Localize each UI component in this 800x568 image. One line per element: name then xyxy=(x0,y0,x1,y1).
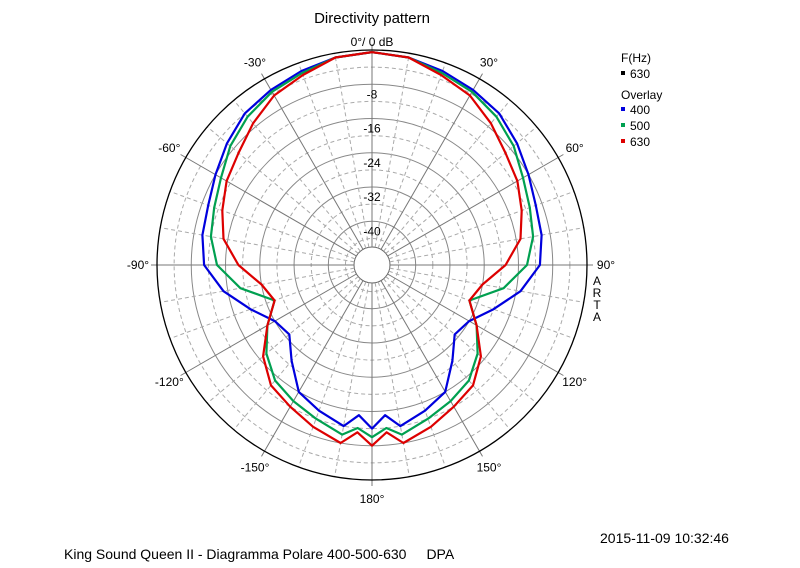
angle-tick-label: -120° xyxy=(155,375,184,389)
radial-tick-label: -24 xyxy=(363,156,381,170)
legend-item-label: 400 xyxy=(630,103,650,117)
grid-spoke-minor xyxy=(169,190,356,260)
grid-spoke-minor xyxy=(383,278,511,431)
grid-spoke-minor xyxy=(160,267,355,303)
grid-spoke-minor xyxy=(388,270,575,340)
legend-swatch-400 xyxy=(621,107,625,111)
footer-tag: DPA xyxy=(426,546,455,562)
legend-swatch-current xyxy=(621,71,625,75)
legend-swatch-500 xyxy=(621,123,625,127)
grid-spoke-minor xyxy=(374,282,410,477)
grid-spoke-minor xyxy=(233,99,361,252)
grid-spoke-major xyxy=(380,280,483,457)
legend-item-label: 630 xyxy=(630,135,650,149)
grid-spoke-minor xyxy=(206,126,359,254)
grid-spoke-minor xyxy=(160,227,355,263)
series-group xyxy=(201,51,543,447)
legend-current-label: 630 xyxy=(630,67,650,81)
axis-labels: 0°/ 0 dB -30° 30° -60° 60° -90° 90° -120° 120° -1… xyxy=(127,35,615,506)
grid-spoke-major xyxy=(387,154,564,257)
radial-tick-label: -40 xyxy=(363,224,381,238)
grid-spoke-minor xyxy=(383,99,511,252)
grid-spoke-minor xyxy=(385,126,538,254)
side-label-char: A xyxy=(593,310,601,324)
angle-tick-label: 150° xyxy=(477,461,502,475)
radial-tick-label: -16 xyxy=(363,122,381,136)
angle-tick-label: -30° xyxy=(244,55,266,69)
grid-spoke-minor xyxy=(377,62,447,249)
grid-spoke-minor xyxy=(389,227,584,263)
angle-tick-label: 120° xyxy=(562,375,587,389)
grid-ring-outer xyxy=(156,49,588,481)
series-line-500 xyxy=(209,51,535,439)
grid-ring-center xyxy=(353,246,391,284)
radial-tick-label: -8 xyxy=(367,87,378,101)
grid-spoke-minor xyxy=(389,267,584,303)
legend-heading: F(Hz) xyxy=(621,51,651,65)
legend-overlay-heading: Overlay xyxy=(621,88,662,102)
timestamp: 2015-11-09 10:32:46 xyxy=(600,530,729,546)
legend-item-label: 500 xyxy=(630,119,650,133)
angle-tick-label: 30° xyxy=(480,55,498,69)
angle-tick-label: -90° xyxy=(127,258,149,272)
grid-spoke-major xyxy=(180,154,357,257)
angle-tick-label: -60° xyxy=(158,141,180,155)
side-label-char: R xyxy=(593,286,602,300)
grid-spoke-major xyxy=(380,73,483,250)
grid-spoke-minor xyxy=(169,270,356,340)
side-label-char: A xyxy=(593,274,601,288)
grid-spoke-minor xyxy=(388,190,575,260)
angle-tick-label: 90° xyxy=(597,258,615,272)
grid-spoke-minor xyxy=(377,281,447,468)
grid-spoke-minor xyxy=(297,62,367,249)
series-line-400 xyxy=(201,51,543,430)
grid-spoke-minor xyxy=(233,278,361,431)
grid-spoke-minor xyxy=(385,276,538,404)
side-label-char: T xyxy=(593,298,601,312)
grid-spoke-major xyxy=(261,73,364,250)
angle-tick-label: 60° xyxy=(566,141,584,155)
radial-tick-label: -32 xyxy=(363,190,381,204)
grid-spoke-minor xyxy=(297,281,367,468)
grid-spoke-minor xyxy=(334,53,370,248)
angle-tick-label: 180° xyxy=(360,492,385,506)
grid-spoke-minor xyxy=(334,282,370,477)
footer-caption: King Sound Queen II - Diagramma Polare 4… xyxy=(64,546,407,562)
top-label: 0°/ 0 dB xyxy=(351,35,394,49)
legend-swatch-630 xyxy=(621,139,625,143)
angle-tick-label: -150° xyxy=(241,461,270,475)
grid-spoke-minor xyxy=(206,276,359,404)
footer-caption-row: King Sound Queen II - Diagramma Polare 4… xyxy=(64,546,474,562)
grid-spoke-minor xyxy=(374,53,410,248)
series-line-630 xyxy=(221,51,523,447)
grid-spoke-major xyxy=(261,280,364,457)
polar-grid xyxy=(151,44,593,486)
chart-title: Directivity pattern xyxy=(314,10,430,27)
